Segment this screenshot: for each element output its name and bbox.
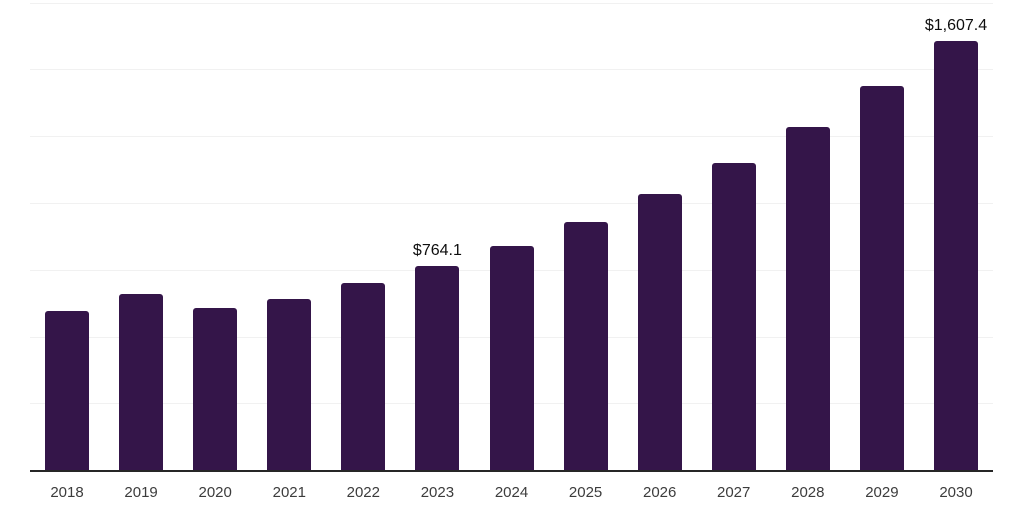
plot-area: $764.1 $1,607.4 — [30, 0, 993, 472]
bar-2025[interactable] — [563, 221, 608, 470]
bar-2023[interactable] — [415, 266, 460, 470]
bar-2018[interactable] — [45, 310, 89, 470]
x-tick-2022: 2022 — [346, 484, 380, 501]
x-tick-2020: 2020 — [198, 484, 232, 501]
x-tick-2021: 2021 — [272, 484, 306, 501]
x-tick-2024: 2024 — [494, 484, 529, 501]
bar-2024[interactable] — [489, 245, 534, 470]
x-tick-2019: 2019 — [124, 484, 158, 501]
data-label-2030: $1,607.4 — [924, 16, 988, 34]
bar-2026[interactable] — [637, 194, 682, 470]
x-tick-2026: 2026 — [643, 484, 677, 501]
bar-2028[interactable] — [785, 127, 830, 470]
bar-2020[interactable] — [193, 308, 238, 470]
x-tick-2029: 2029 — [865, 484, 899, 501]
gridline-1250 — [30, 136, 993, 138]
x-tick-2027: 2027 — [717, 484, 751, 501]
gridline-1750 — [30, 2, 993, 4]
x-tick-2028: 2028 — [791, 484, 825, 501]
bar-2027[interactable] — [711, 163, 756, 470]
bar-2021[interactable] — [267, 299, 312, 470]
x-tick-2025: 2025 — [568, 484, 603, 501]
x-tick-2030: 2030 — [939, 484, 973, 501]
bar-2022[interactable] — [341, 282, 386, 470]
data-label-2023: $764.1 — [412, 242, 462, 259]
x-tick-2023: 2023 — [420, 484, 455, 501]
gridline-1000 — [30, 203, 993, 204]
bar-2030[interactable] — [934, 40, 978, 470]
x-tick-2018: 2018 — [50, 484, 84, 501]
bar-2019[interactable] — [119, 293, 164, 470]
gridline-1500 — [30, 69, 993, 71]
bar-2029[interactable] — [859, 86, 904, 470]
